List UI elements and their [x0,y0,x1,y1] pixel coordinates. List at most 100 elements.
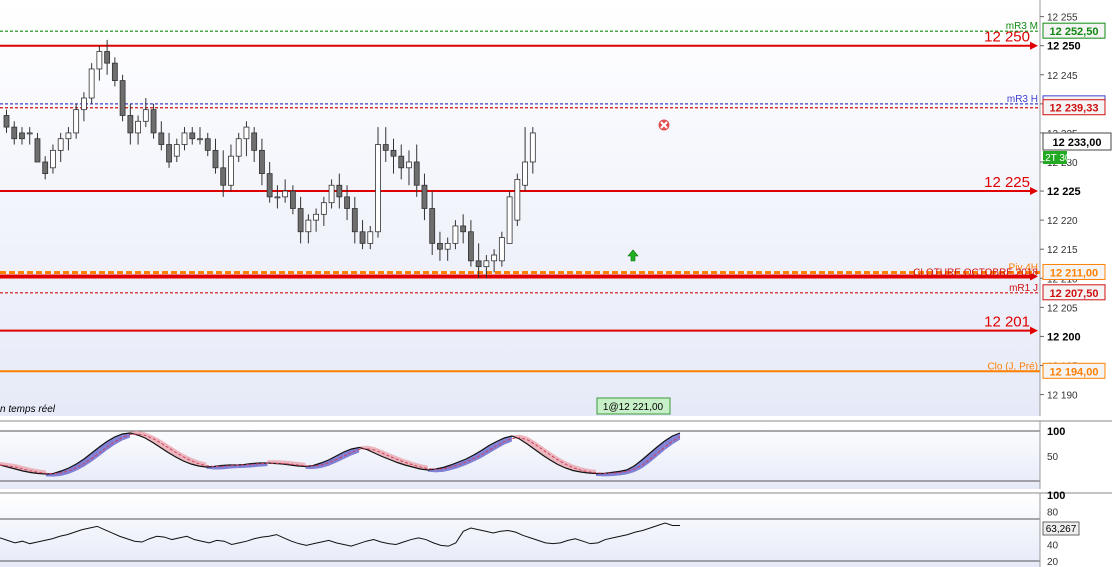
candle-body[interactable] [19,132,25,140]
candle-body[interactable] [336,184,343,198]
candle-body[interactable] [142,109,149,122]
candle-body[interactable] [305,219,312,233]
candle-body[interactable] [189,132,196,140]
candle-body[interactable] [119,80,126,116]
candle-body[interactable] [328,184,335,204]
candle-body[interactable] [522,161,528,186]
candle-body[interactable] [88,68,95,99]
candle-body[interactable] [166,144,172,163]
candle-body[interactable] [135,120,141,134]
candle-body[interactable] [359,231,366,244]
candle-body[interactable] [529,132,536,163]
stochastic-k-line [0,432,681,475]
level-arrow-icon [1030,41,1038,50]
level-lines: 12 250 12 225 12 201 mR3 M 12 252,50 mR3 H 12 … [0,21,1106,379]
candle-body[interactable] [460,225,467,233]
candle-body[interactable] [228,155,234,186]
candle-body[interactable] [150,109,157,134]
candle-body[interactable] [50,149,56,169]
candle-body[interactable] [452,225,459,244]
candle-body[interactable] [491,254,498,262]
pivot-tag-text: 12 239,33 [1050,103,1099,115]
buy-signal-icon[interactable] [627,249,639,262]
candle-body[interactable] [220,167,227,186]
candle-body[interactable] [344,196,350,209]
candle-body[interactable] [367,231,374,244]
candle-body[interactable] [274,196,281,199]
candle-body[interactable] [282,190,289,198]
candle-body[interactable] [96,51,103,70]
candle-body[interactable] [413,161,420,186]
rsi-tick-label: 100 [1047,490,1065,502]
stochastic-band [657,441,665,457]
pivot-tag-box [1042,362,1106,379]
rsi-tick-label: 40 [1047,541,1059,552]
stochastic-band [320,460,329,468]
stochastic-band [168,444,176,457]
candle-body[interactable] [204,138,211,151]
pivot-tag-box [1042,284,1106,301]
candle-body[interactable] [444,242,451,250]
candle-body[interactable] [65,132,72,140]
candle-body[interactable] [127,115,134,134]
candle-body[interactable] [243,126,250,140]
candle-body[interactable] [111,62,118,81]
candle-body[interactable] [406,161,412,169]
candle-body[interactable] [11,126,18,140]
candle-body[interactable] [421,184,428,209]
candle-body[interactable] [506,196,513,244]
candle-body[interactable] [289,190,296,209]
stochastic-band [634,460,642,473]
candle-body[interactable] [197,138,203,141]
candle-body[interactable] [398,155,405,169]
candle-body[interactable] [313,213,320,221]
stochastic-d-line [0,433,681,475]
candle-body[interactable] [42,161,49,175]
candle-body[interactable] [259,149,265,175]
candle-body[interactable] [181,132,188,145]
sell-signal-icon[interactable] [658,119,670,131]
candle-body[interactable] [26,132,33,135]
rsi-tick-label: 20 [1047,557,1059,567]
stochastic-band [106,437,115,451]
candle-body[interactable] [266,173,273,198]
candle-body[interactable] [382,144,389,151]
stochastic-band [152,435,161,448]
candle-body[interactable] [320,202,327,215]
candle-body[interactable] [3,115,10,128]
candle-body[interactable] [514,179,521,221]
candle-body[interactable] [251,132,258,151]
rsi-tick-label: 80 [1047,508,1059,519]
signal-markers [627,119,670,262]
candle-body[interactable] [437,242,443,250]
pivot-tag-box [1042,263,1106,280]
timer-text: 12T 30 [1040,153,1071,164]
candle-body[interactable] [73,109,80,134]
candle-body[interactable] [475,260,482,268]
order-marker[interactable]: 1@12 221,00 [596,397,671,415]
candle-body[interactable] [57,138,64,151]
pivot-name: mR1 J [1009,283,1038,294]
candle-body[interactable] [297,208,304,233]
candle-body[interactable] [104,51,111,64]
candle-body[interactable] [390,149,397,157]
stochastic-band [595,473,604,477]
candle-body[interactable] [483,260,490,268]
candle-body[interactable] [212,149,219,169]
candle-body[interactable] [173,144,180,157]
candle-body[interactable] [34,138,41,163]
stochastic-band [527,436,535,450]
candle-body[interactable] [498,237,505,262]
candle-body[interactable] [351,208,358,233]
candle-body[interactable] [235,138,242,157]
price-tick-label: 12 215 [1047,245,1078,256]
candle-body[interactable] [375,144,381,233]
level-arrow-icon [1030,187,1038,196]
stochastic-band [366,445,375,453]
candle-body[interactable] [81,97,87,111]
candle-body[interactable] [158,132,165,145]
candle-body[interactable] [429,208,436,244]
stochastic-band [519,434,528,444]
candle-body[interactable] [467,231,474,262]
